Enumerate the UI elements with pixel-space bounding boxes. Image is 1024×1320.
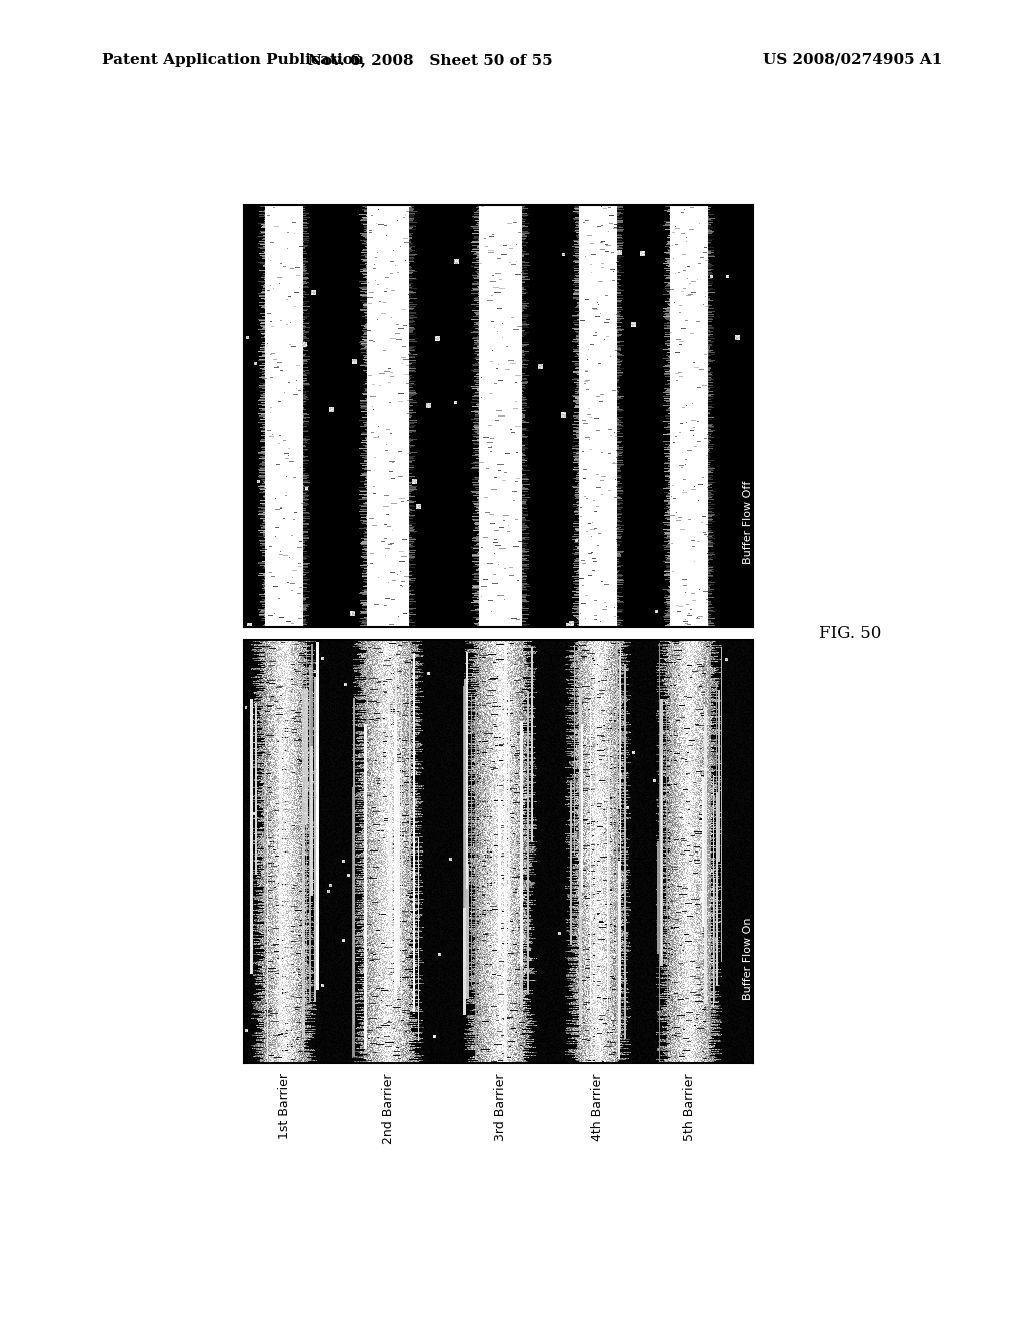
Text: Buffer Flow Off: Buffer Flow Off	[743, 480, 753, 564]
Text: 3rd Barrier: 3rd Barrier	[495, 1073, 507, 1140]
Text: 4th Barrier: 4th Barrier	[591, 1073, 604, 1140]
Text: US 2008/0274905 A1: US 2008/0274905 A1	[763, 53, 942, 67]
Text: FIG. 50: FIG. 50	[819, 626, 882, 642]
Text: 2nd Barrier: 2nd Barrier	[382, 1073, 395, 1143]
Text: 1st Barrier: 1st Barrier	[278, 1073, 291, 1139]
Text: Patent Application Publication: Patent Application Publication	[102, 53, 365, 67]
Text: Buffer Flow On: Buffer Flow On	[743, 917, 753, 999]
Text: Nov. 6, 2008   Sheet 50 of 55: Nov. 6, 2008 Sheet 50 of 55	[308, 53, 552, 67]
Text: 5th Barrier: 5th Barrier	[683, 1073, 695, 1140]
